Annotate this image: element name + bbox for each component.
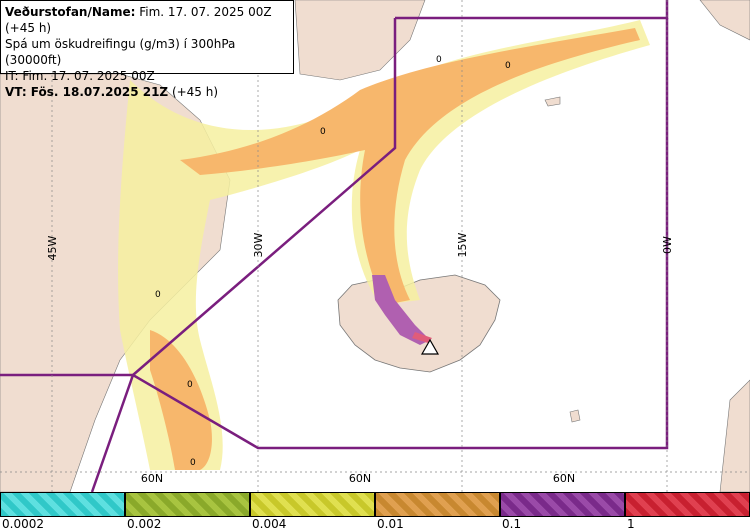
lon-label-15w: 15W	[456, 232, 469, 257]
legend-swatch-5	[500, 492, 625, 517]
lon-label-0w: 0W	[661, 236, 674, 254]
legend-swatch-2	[125, 492, 250, 517]
iceland-land	[337, 274, 501, 373]
legend-label: 1	[627, 517, 635, 531]
faroe-land	[569, 409, 581, 423]
ash-plume-strong	[372, 275, 430, 345]
contour-label: 0	[436, 55, 442, 65]
contour-label: 0	[155, 290, 161, 300]
valid-offset: (+45 h)	[168, 85, 219, 99]
map-canvas: 45W 30W 15W 0W 60N 60N 60N 0 0 0 0 0 0	[0, 0, 750, 492]
contour-label: 0	[187, 380, 193, 390]
lat-label-1: 60N	[141, 472, 163, 485]
ash-plume-south	[150, 330, 212, 470]
forecast-info-box: Veðurstofan/Name: Fim. 17. 07. 2025 00Z …	[0, 0, 294, 99]
legend-labels: 0.0002 0.002 0.004 0.01 0.1 1	[0, 517, 750, 532]
legend-swatch-1	[0, 492, 125, 517]
graticule	[0, 0, 750, 492]
valid-time-label: VT: Fös. 18.07.2025 21Z	[5, 85, 169, 99]
legend-swatch-6	[625, 492, 750, 517]
info-line-valid-time: VT: Fös. 18.07.2025 21Z (+45 h)	[5, 84, 289, 100]
info-line-initial-time: IT: Fim. 17. 07. 2025 00Z	[5, 69, 155, 83]
jan-mayen-land	[544, 96, 561, 107]
contour-label: 0	[320, 127, 326, 137]
issue-datetime: Fim. 17. 07. 2025 00Z (+45 h)	[5, 5, 272, 35]
ash-plume-core	[412, 332, 432, 343]
info-line-product: Spá um öskudreifingu (g/m3) í 300hPa (30…	[5, 37, 236, 67]
lon-label-30w: 30W	[252, 232, 265, 257]
legend-swatch-3	[250, 492, 375, 517]
legend-label: 0.1	[502, 517, 522, 531]
norway-land	[719, 379, 750, 492]
concentration-legend	[0, 492, 750, 517]
greenland-north-land	[294, 0, 426, 81]
forecast-boundary	[0, 0, 669, 492]
legend-label: 0.01	[377, 517, 404, 531]
legend-label: 0.004	[252, 517, 287, 531]
lon-label-45w: 45W	[46, 235, 59, 260]
legend-swatch-4	[375, 492, 500, 517]
contour-label: 0	[505, 61, 511, 71]
contour-label: 0	[190, 458, 196, 468]
volcano-marker-icon[interactable]	[420, 338, 440, 355]
legend-label: 0.0002	[2, 517, 44, 531]
legend-label: 0.002	[127, 517, 162, 531]
issuer-label: Veðurstofan/Name:	[5, 5, 136, 19]
lat-label-3: 60N	[553, 472, 575, 485]
lat-label-2: 60N	[349, 472, 371, 485]
svalbard-land	[699, 0, 750, 41]
info-line-issuer: Veðurstofan/Name: Fim. 17. 07. 2025 00Z …	[5, 4, 289, 36]
ash-plume-mid	[180, 28, 640, 305]
